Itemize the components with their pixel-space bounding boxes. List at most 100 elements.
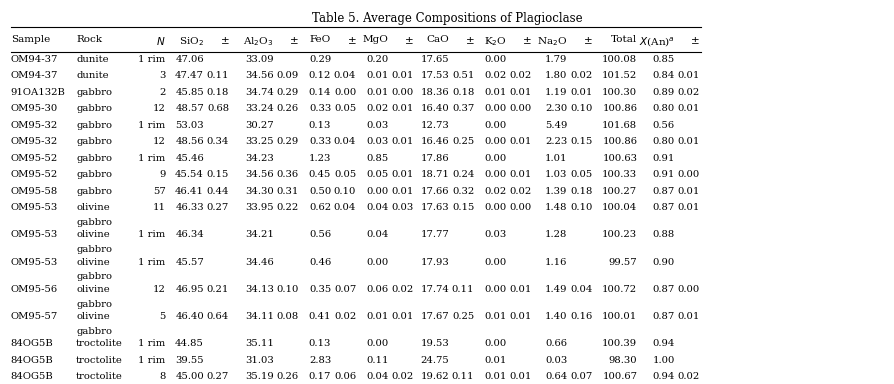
Text: 0.00: 0.00 bbox=[484, 121, 506, 129]
Text: 0.02: 0.02 bbox=[569, 71, 592, 80]
Text: K$_2$O: K$_2$O bbox=[484, 35, 506, 48]
Text: 34.74: 34.74 bbox=[245, 88, 274, 96]
Text: 17.67: 17.67 bbox=[420, 312, 449, 321]
Text: 0.56: 0.56 bbox=[652, 121, 674, 129]
Text: 2: 2 bbox=[159, 88, 165, 96]
Text: 0.01: 0.01 bbox=[484, 88, 506, 96]
Text: Total: Total bbox=[611, 35, 637, 44]
Text: 0.11: 0.11 bbox=[366, 356, 388, 365]
Text: 0.22: 0.22 bbox=[276, 203, 299, 212]
Text: 0.04: 0.04 bbox=[333, 71, 356, 80]
Text: 0.36: 0.36 bbox=[276, 170, 299, 179]
Text: 0.00: 0.00 bbox=[366, 258, 388, 266]
Text: gabbro: gabbro bbox=[76, 327, 112, 336]
Text: 0.00: 0.00 bbox=[484, 203, 506, 212]
Text: 17.66: 17.66 bbox=[420, 187, 449, 195]
Text: 0.00: 0.00 bbox=[484, 258, 506, 266]
Text: 47.06: 47.06 bbox=[175, 55, 204, 63]
Text: 100.67: 100.67 bbox=[602, 372, 637, 381]
Text: OM95-57: OM95-57 bbox=[11, 312, 58, 321]
Text: 46.34: 46.34 bbox=[175, 230, 204, 239]
Text: 0.04: 0.04 bbox=[366, 372, 388, 381]
Text: 0.66: 0.66 bbox=[544, 339, 567, 348]
Text: 0.01: 0.01 bbox=[366, 88, 388, 96]
Text: 0.01: 0.01 bbox=[509, 285, 531, 294]
Text: 1 rim: 1 rim bbox=[139, 356, 165, 365]
Text: gabbro: gabbro bbox=[76, 187, 112, 195]
Text: 0.15: 0.15 bbox=[451, 203, 474, 212]
Text: 53.03: 53.03 bbox=[175, 121, 204, 129]
Text: 0.01: 0.01 bbox=[569, 88, 592, 96]
Text: 0.27: 0.27 bbox=[207, 203, 229, 212]
Text: gabbro: gabbro bbox=[76, 121, 112, 129]
Text: olivine: olivine bbox=[76, 230, 110, 239]
Text: 0.01: 0.01 bbox=[391, 71, 413, 80]
Text: 0.01: 0.01 bbox=[391, 104, 413, 113]
Text: 101.52: 101.52 bbox=[602, 71, 637, 80]
Text: 0.01: 0.01 bbox=[677, 71, 699, 80]
Text: dunite: dunite bbox=[76, 55, 108, 63]
Text: 0.00: 0.00 bbox=[484, 55, 506, 63]
Text: 0.01: 0.01 bbox=[391, 137, 413, 146]
Text: 2.83: 2.83 bbox=[308, 356, 331, 365]
Text: 24.75: 24.75 bbox=[420, 356, 449, 365]
Text: 0.01: 0.01 bbox=[677, 312, 699, 321]
Text: gabbro: gabbro bbox=[76, 300, 112, 308]
Text: 0.24: 0.24 bbox=[451, 170, 474, 179]
Text: 0.25: 0.25 bbox=[451, 312, 474, 321]
Text: FeO: FeO bbox=[309, 35, 331, 44]
Text: 0.80: 0.80 bbox=[652, 137, 674, 146]
Text: 0.01: 0.01 bbox=[509, 170, 531, 179]
Text: Na$_2$O: Na$_2$O bbox=[536, 35, 567, 48]
Text: gabbro: gabbro bbox=[76, 154, 112, 162]
Text: 31.03: 31.03 bbox=[245, 356, 274, 365]
Text: 1.49: 1.49 bbox=[544, 285, 567, 294]
Text: 0.64: 0.64 bbox=[207, 312, 229, 321]
Text: 0.11: 0.11 bbox=[451, 372, 474, 381]
Text: 0.01: 0.01 bbox=[391, 187, 413, 195]
Text: olivine: olivine bbox=[76, 312, 110, 321]
Text: 0.00: 0.00 bbox=[484, 285, 506, 294]
Text: 0.08: 0.08 bbox=[276, 312, 299, 321]
Text: 17.65: 17.65 bbox=[420, 55, 449, 63]
Text: 34.13: 34.13 bbox=[245, 285, 274, 294]
Text: 91OA132B: 91OA132B bbox=[11, 88, 65, 96]
Text: 1.03: 1.03 bbox=[544, 170, 567, 179]
Text: 0.04: 0.04 bbox=[366, 230, 388, 239]
Text: 0.91: 0.91 bbox=[652, 170, 674, 179]
Text: 0.10: 0.10 bbox=[276, 285, 299, 294]
Text: 45.57: 45.57 bbox=[175, 258, 204, 266]
Text: troctolite: troctolite bbox=[76, 356, 122, 365]
Text: OM95-56: OM95-56 bbox=[11, 285, 58, 294]
Text: 100.39: 100.39 bbox=[602, 339, 637, 348]
Text: 100.86: 100.86 bbox=[602, 104, 637, 113]
Text: 17.86: 17.86 bbox=[420, 154, 449, 162]
Text: $N$: $N$ bbox=[156, 35, 165, 47]
Text: 0.84: 0.84 bbox=[652, 71, 674, 80]
Text: 0.01: 0.01 bbox=[484, 356, 506, 365]
Text: 1.80: 1.80 bbox=[544, 71, 567, 80]
Text: 0.18: 0.18 bbox=[451, 88, 474, 96]
Text: 1.23: 1.23 bbox=[308, 154, 331, 162]
Text: 45.54: 45.54 bbox=[175, 170, 204, 179]
Text: 0.00: 0.00 bbox=[509, 203, 531, 212]
Text: 19.62: 19.62 bbox=[420, 372, 449, 381]
Text: 0.35: 0.35 bbox=[308, 285, 331, 294]
Text: 33.95: 33.95 bbox=[245, 203, 274, 212]
Text: 18.71: 18.71 bbox=[420, 170, 449, 179]
Text: 0.20: 0.20 bbox=[366, 55, 388, 63]
Text: 0.05: 0.05 bbox=[569, 170, 592, 179]
Text: gabbro: gabbro bbox=[76, 170, 112, 179]
Text: 0.29: 0.29 bbox=[308, 55, 331, 63]
Text: 34.46: 34.46 bbox=[245, 258, 274, 266]
Text: 12: 12 bbox=[153, 104, 165, 113]
Text: 0.03: 0.03 bbox=[366, 121, 388, 129]
Text: 0.01: 0.01 bbox=[677, 203, 699, 212]
Text: 0.00: 0.00 bbox=[366, 339, 388, 348]
Text: 3: 3 bbox=[159, 71, 165, 80]
Text: $\pm$: $\pm$ bbox=[403, 35, 413, 46]
Text: 100.30: 100.30 bbox=[602, 88, 637, 96]
Text: 0.56: 0.56 bbox=[308, 230, 331, 239]
Text: 0.02: 0.02 bbox=[333, 312, 356, 321]
Text: 19.53: 19.53 bbox=[420, 339, 449, 348]
